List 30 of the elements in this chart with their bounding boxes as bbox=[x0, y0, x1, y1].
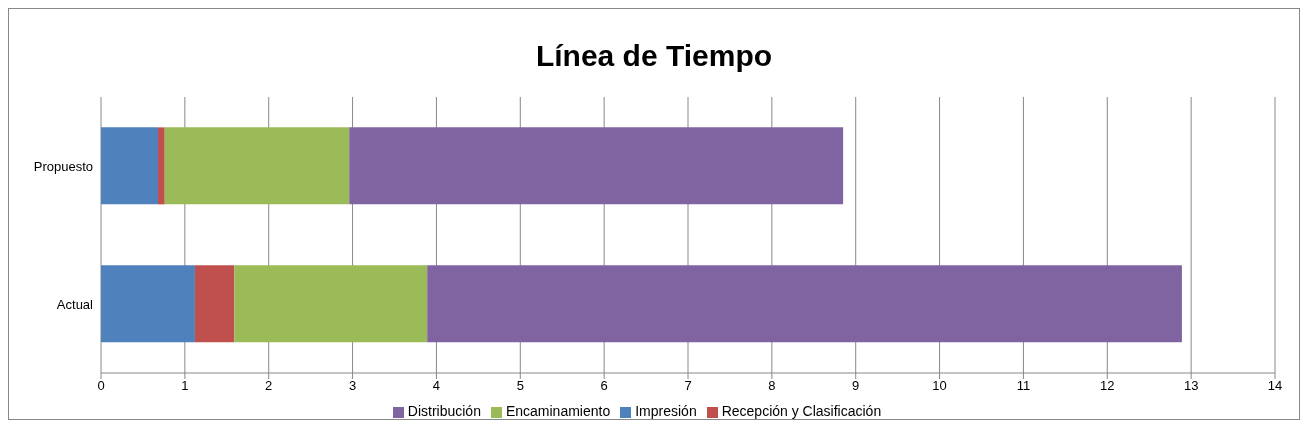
x-tick-label: 12 bbox=[1100, 378, 1115, 394]
x-tick-label: 6 bbox=[600, 378, 608, 394]
x-tick-label: 14 bbox=[1267, 378, 1283, 394]
x-tick-label: 2 bbox=[265, 378, 273, 394]
x-tick-label: 11 bbox=[1016, 378, 1031, 394]
x-tick-label: 10 bbox=[932, 378, 947, 394]
x-tick-label: 9 bbox=[852, 378, 860, 394]
x-tick-label: 1 bbox=[181, 378, 189, 394]
legend-label: Distribución bbox=[407, 403, 481, 419]
legend-label: Recepción y Clasificación bbox=[721, 403, 882, 419]
x-tick-label: 5 bbox=[516, 378, 524, 394]
bar bbox=[158, 127, 165, 205]
bar bbox=[194, 265, 235, 343]
legend-label: Impresión bbox=[635, 403, 697, 419]
bar bbox=[427, 265, 1182, 343]
y-tick-label: Actual bbox=[56, 296, 94, 312]
y-tick-label: Propuesto bbox=[33, 158, 93, 174]
x-tick-label: 4 bbox=[432, 378, 441, 394]
bar bbox=[349, 127, 844, 205]
bar bbox=[101, 265, 195, 343]
x-tick-label: 8 bbox=[768, 378, 776, 394]
x-tick-label: 7 bbox=[684, 378, 692, 394]
bar bbox=[164, 127, 350, 205]
x-tick-label: 3 bbox=[348, 378, 357, 394]
x-tick-label: 0 bbox=[97, 378, 105, 394]
bar bbox=[234, 265, 428, 343]
bar bbox=[101, 127, 159, 205]
legend-label: Encaminamiento bbox=[505, 403, 611, 419]
x-tick-label: 13 bbox=[1183, 378, 1199, 394]
chart-title: Línea de Tiempo bbox=[534, 39, 774, 74]
